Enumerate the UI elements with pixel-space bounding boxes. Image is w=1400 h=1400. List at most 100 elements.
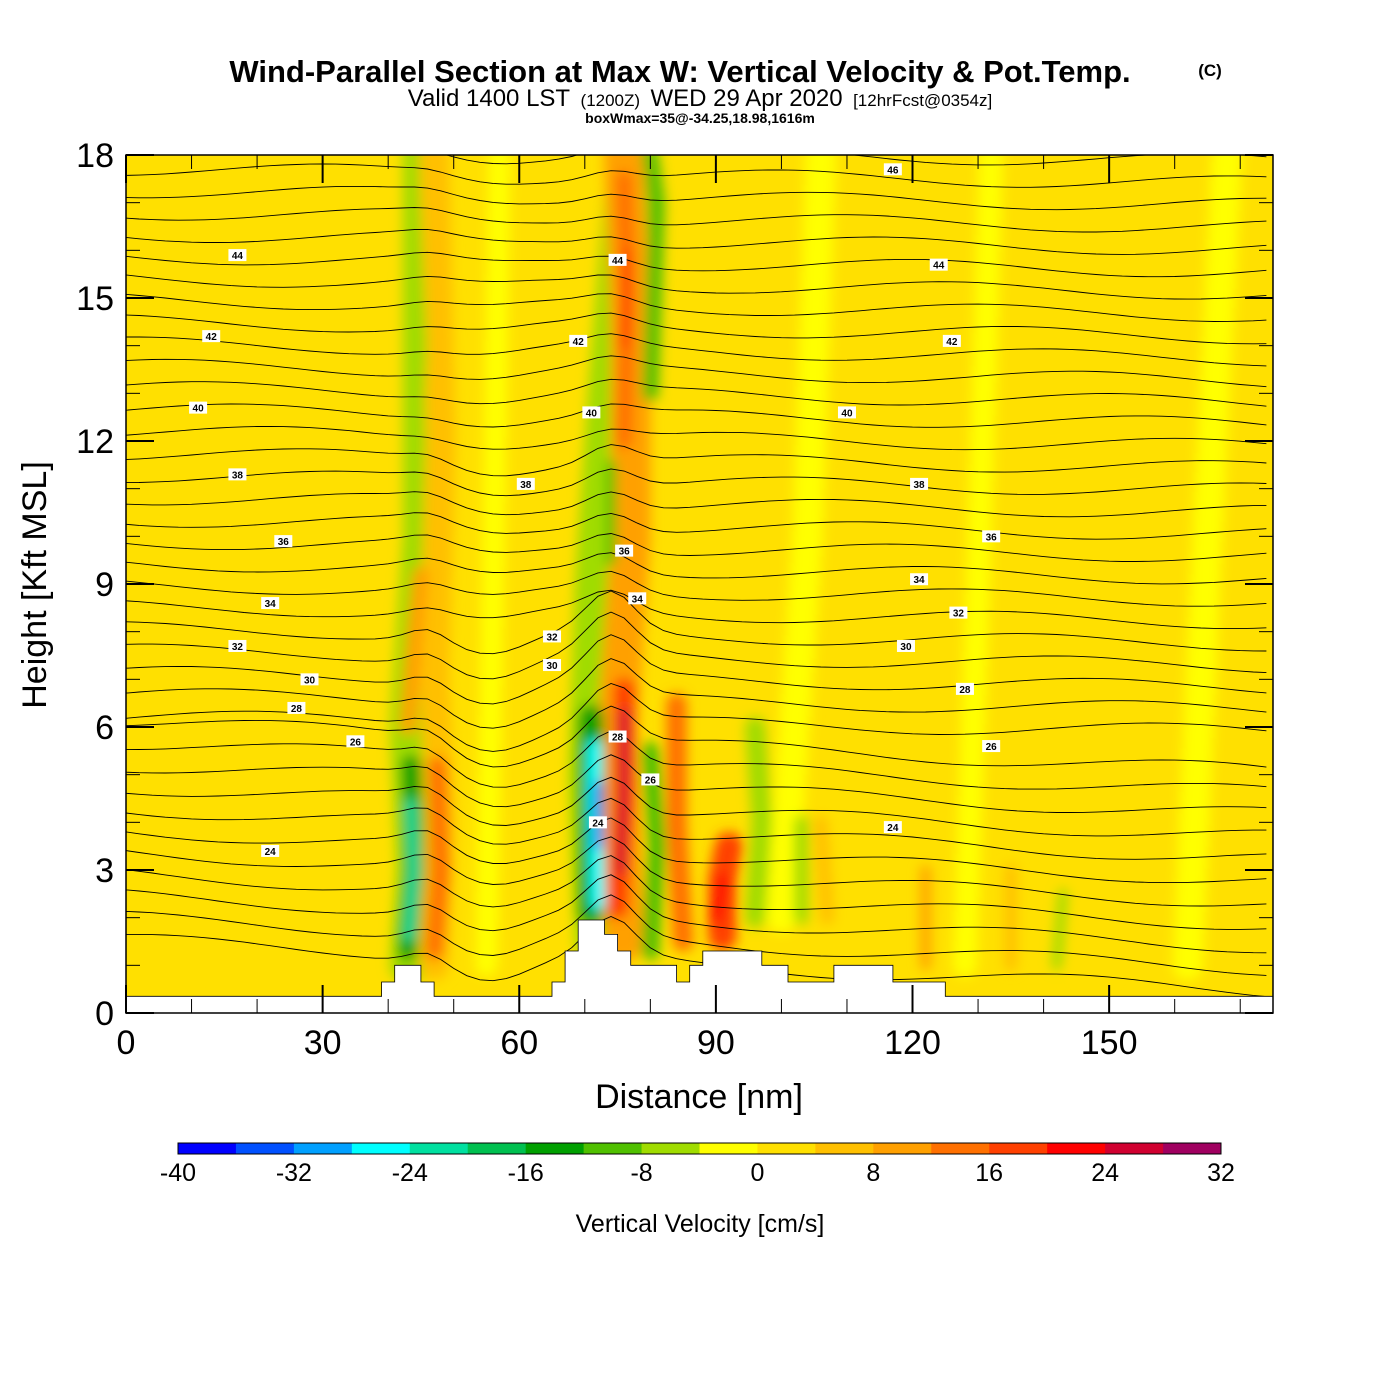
theta-label-bg [837,406,856,419]
theta-contour-line [126,293,1267,322]
colorbar-swatch [1047,1143,1106,1154]
forecast-info: [12hrFcst@0354z] [853,91,992,110]
colorbar-swatch [873,1143,932,1154]
theta-label: 42 [946,337,958,348]
theta-label: 42 [206,332,218,343]
theta-contour-line [126,589,1267,630]
colorbar-tick-label: 32 [1207,1159,1235,1187]
theta-contour-line [126,730,1267,790]
theta-label: 28 [959,685,971,696]
x-tick-label: 60 [500,1024,538,1062]
colorbar-tick-label: 0 [750,1159,764,1187]
valid-prefix: Valid 1400 LST [408,85,571,112]
theta-label: 24 [887,823,899,834]
theta-label-bg [910,573,929,586]
theta-label-bg [189,401,208,414]
y-axis-label: Height [Kft MSL] [16,461,54,709]
plot-area: 24 24 24 26 26 26 28 28 28 30 30 30 32 32 32 34 34 34 36 36… [126,155,1273,1013]
title-main: Wind-Parallel Section at Max W: Vertical… [229,54,1130,89]
colorbar-swatch [815,1143,874,1154]
theta-contour-line [126,312,1267,345]
theta-label-bg [896,639,915,652]
theta-contour-line [126,552,1267,585]
y-tick-label: 9 [95,566,114,604]
w-pos-east-a [666,693,694,952]
chart-title: Wind-Parallel Section at Max W: Vertical… [229,54,1221,126]
band-w8 [952,155,1004,978]
w-neg-east-d [1051,888,1069,971]
theta-contour-line [126,683,1267,752]
title-valid-time: Valid 1400 LST (1200Z) WED 29 Apr 2020 [… [408,85,992,112]
theta-label-bg [628,592,647,605]
colorbar-swatch [641,1143,700,1154]
vertical-velocity-field [158,155,1243,986]
theta-label-bg [588,816,607,829]
band-w7 [1172,155,1243,981]
theta-label-bg [982,530,1001,543]
theta-contour-line [126,355,1267,388]
theta-label: 36 [278,537,290,548]
x-tick-label: 90 [697,1024,735,1062]
colorbar-tick-label: -16 [508,1159,544,1187]
theta-label: 36 [986,532,998,543]
theta-label: 24 [265,847,277,858]
theta-contour-line [126,705,1267,768]
theta-contour-line [126,776,1267,837]
theta-contour-line [126,185,1267,211]
theta-contour-line [126,274,1267,300]
theta-contour-line [444,155,1267,166]
theta-contour-line [126,658,1267,729]
w-neg-east-b [745,717,772,928]
theta-label-bg [883,163,902,176]
w-pos-east-c [813,815,835,925]
theta-label: 30 [900,642,912,653]
theta-label: 42 [573,337,585,348]
theta-contour-line [126,207,1267,233]
colorbar-tick-label: -32 [276,1159,312,1187]
colorbar: -40 -32 -24 -16 -8 0 8 16 24 32 [160,1142,1235,1187]
colorbar-label: Vertical Velocity [cm/s] [576,1210,825,1238]
w-pos-west-core [425,756,450,960]
theta-contour-line [126,855,1267,930]
theta-contour-line [126,378,1267,407]
band-w4 [1076,155,1143,986]
theta-contours [126,155,1267,998]
theta-label-bg [929,258,948,271]
theta-contour-line [126,425,1267,451]
colorbar-tick-label: -40 [160,1159,196,1187]
theta-label: 34 [914,575,926,586]
y-tick-label: 18 [76,137,114,175]
valid-date: WED 29 Apr 2020 [651,85,843,112]
theta-contour-line [126,590,1267,655]
colorbar-swatch [931,1143,990,1154]
theta-contour-line [126,611,1267,680]
theta-contour-line [126,251,1267,278]
w-neg-west-core [404,798,420,942]
x-tick-label: 30 [304,1024,342,1062]
box-info: boxWmax=35@-34.25,18.98,1616m [585,110,815,126]
theta-label-bg [569,334,588,347]
colorbar-swatch [757,1143,816,1154]
theta-label: 32 [232,642,244,653]
theta-contour-line [126,874,1267,954]
theta-label-bg [228,249,247,262]
theta-label: 44 [933,261,945,272]
theta-contour-line [126,533,1267,562]
colorbar-swatch [1163,1143,1222,1154]
theta-contour-line [126,797,1267,860]
theta-label-bg [910,477,929,490]
x-tick-label: 120 [884,1024,941,1062]
y-tick-label: 3 [95,852,114,890]
theta-label: 26 [645,775,657,786]
theta-label-bg [615,544,634,557]
theta-contour-line [126,754,1267,813]
theta-contour-line [126,228,1267,255]
w-pos-central-upper-core [621,247,631,349]
colorbar-swatch [699,1143,758,1154]
theta-label: 34 [265,599,277,610]
theta-contour-line [126,894,1267,976]
y-tick-label: 12 [76,423,114,461]
theta-contour-line [126,403,1267,428]
theta-label-bg [543,630,562,643]
